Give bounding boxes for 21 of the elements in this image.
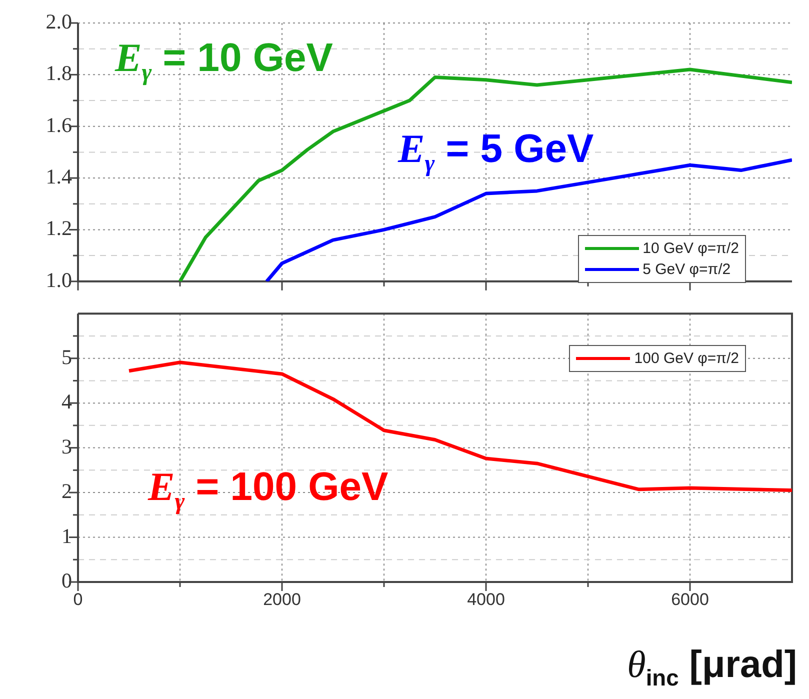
x-tick-label: 4000 <box>467 590 505 609</box>
y-tick-label: 1.0 <box>46 268 72 292</box>
y-tick-label: 1.8 <box>46 61 72 86</box>
x-tick-label: 2000 <box>263 590 301 609</box>
legend-label: 5 GeV φ=π/2 <box>642 260 731 280</box>
x-tick-label: 6000 <box>671 590 709 609</box>
annotation: E$_{γ}$ = 100 GeV <box>148 463 388 516</box>
legend-label: 100 GeV φ=π/2 <box>634 349 739 369</box>
legend-label: 10 GeV φ=π/2 <box>642 239 739 259</box>
y-tick-label: 2.0 <box>46 10 72 34</box>
x-axis-title: θ$_{inc}$ [μrad] <box>627 643 797 692</box>
annotation: E$_{γ}$ = 5 GeV <box>398 125 594 178</box>
y-tick-label: 1 <box>62 524 72 548</box>
y-tick-label: 3 <box>62 434 72 458</box>
y-tick-label: 2 <box>62 479 72 504</box>
y-tick-label: 1.4 <box>46 164 72 189</box>
y-tick-label: 1.2 <box>46 216 72 240</box>
y-tick-label: 0 <box>62 568 72 593</box>
y-tick-label: 4 <box>62 390 72 414</box>
y-tick-label: 1.6 <box>46 112 72 137</box>
annotation: E$_{γ}$ = 10 GeV <box>115 34 333 87</box>
